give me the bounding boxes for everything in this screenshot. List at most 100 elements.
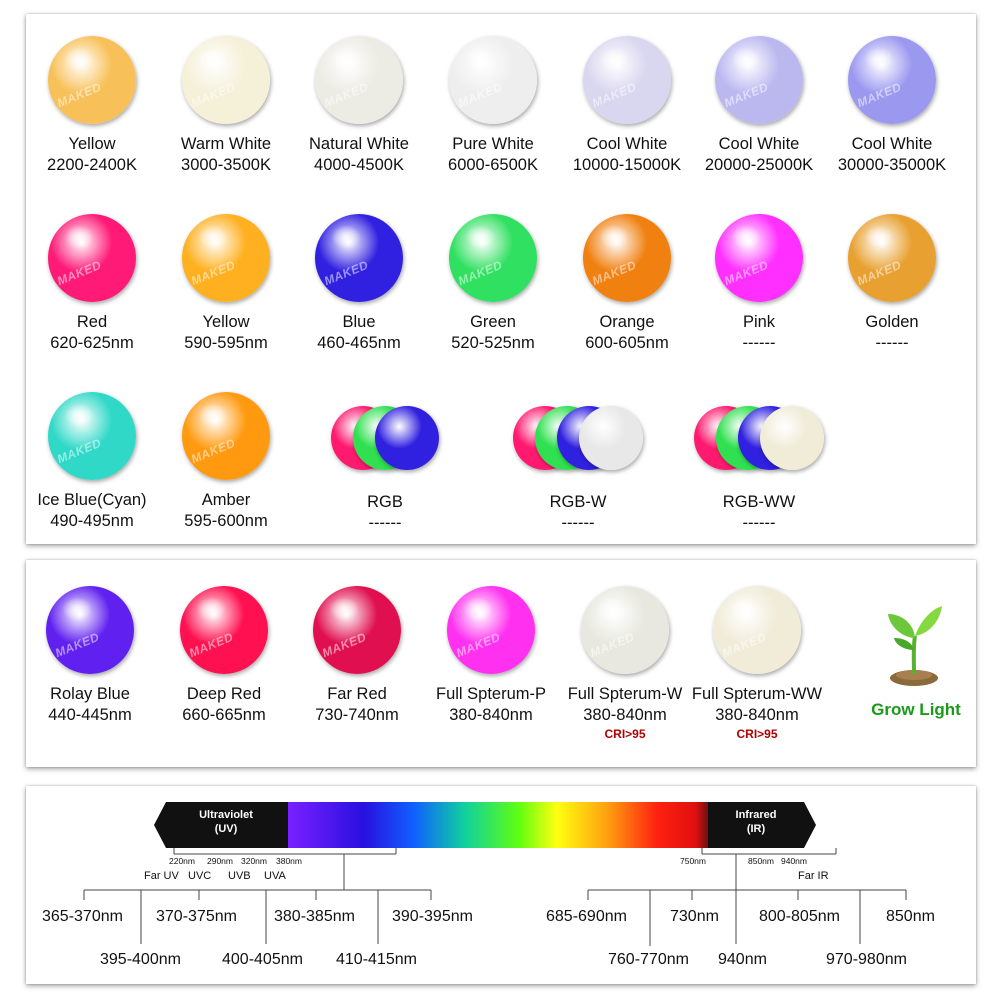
led-name: Full Spterum-P — [435, 685, 547, 703]
led-bulb-icon — [760, 406, 824, 470]
led-item: MAKED Ice Blue(Cyan) 490-495nm — [22, 392, 162, 532]
led-bulb-icon: MAKED — [182, 36, 270, 124]
nm-mark: 320nm — [241, 856, 267, 866]
led-bulb-icon: MAKED — [182, 214, 270, 302]
band-label: Far IR — [798, 870, 829, 882]
led-name: Orange — [599, 313, 655, 331]
led-range: ------ — [875, 334, 909, 352]
led-item: MAKED Yellow 590-595nm — [156, 214, 296, 354]
led-item: MAKED Far Red 730-740nm — [287, 586, 427, 726]
uv-label-line1: Ultraviolet — [199, 809, 253, 821]
led-range: 3000-3500K — [181, 156, 271, 174]
led-name: Rolay Blue — [50, 685, 130, 703]
band-label: UVA — [264, 870, 286, 882]
led-item: RGB-W ------ — [508, 492, 648, 534]
led-name: Cool White — [851, 135, 933, 153]
watermark-logo: MAKED — [722, 79, 771, 111]
watermark-logo: MAKED — [189, 79, 238, 111]
led-bulb-icon: MAKED — [713, 586, 801, 674]
sprout-icon — [888, 606, 942, 686]
ir-label-line2: (IR) — [746, 823, 766, 835]
led-item: MAKED Golden ------ — [822, 214, 962, 354]
led-range: 20000-25000K — [704, 156, 814, 174]
watermark-logo: MAKED — [55, 435, 104, 467]
led-range: 2200-2400K — [47, 156, 137, 174]
watermark-logo: MAKED — [189, 435, 238, 467]
led-range: 6000-6500K — [448, 156, 538, 174]
nm-mark: 850nm — [748, 856, 774, 866]
led-bulb-icon: MAKED — [182, 392, 270, 480]
led-item: MAKED Yellow 2200-2400K — [22, 36, 162, 176]
watermark-logo: MAKED — [590, 257, 639, 289]
led-bulb-icon: MAKED — [48, 36, 136, 124]
watermark-logo: MAKED — [55, 79, 104, 111]
led-range: 30000-35000K — [837, 156, 947, 174]
led-name: Amber — [201, 491, 251, 509]
wavelength-label: 410-415nm — [336, 951, 417, 968]
color-chart-panel: MAKED Yellow 2200-2400K MAKED Warm White 3000… — [26, 14, 976, 544]
led-name: Full Spterum-W — [567, 685, 683, 703]
watermark-logo: MAKED — [456, 79, 505, 111]
led-name: Warm White — [180, 135, 272, 153]
led-name: Deep Red — [186, 685, 262, 703]
wavelength-label: 970-980nm — [826, 951, 907, 968]
led-name: Full Spterum-WW — [691, 685, 823, 703]
uv-arrow — [154, 802, 288, 848]
led-item: MAKED Full Spterum-P 380-840nm — [421, 586, 561, 726]
uv-label: Ultraviolet (UV) — [186, 808, 266, 836]
led-name: Pink — [742, 313, 776, 331]
wavelength-label: 380-385nm — [274, 908, 355, 925]
wavelength-label: 365-370nm — [42, 908, 123, 925]
led-item: MAKED Blue 460-465nm — [289, 214, 429, 354]
led-item: MAKED Natural White 4000-4500K — [289, 36, 429, 176]
led-name: Blue — [342, 313, 376, 331]
led-item: MAKED Cool White 30000-35000K — [822, 36, 962, 176]
spectrum-panel: Ultraviolet (UV) Infrared (IR) 220nm 290… — [26, 786, 976, 984]
led-bulb-icon: MAKED — [449, 214, 537, 302]
watermark-logo: MAKED — [456, 257, 505, 289]
led-range: 380-840nm — [449, 706, 533, 724]
led-name: Natural White — [309, 135, 409, 153]
wavelength-label: 850nm — [886, 908, 935, 925]
watermark-logo: MAKED — [55, 257, 104, 289]
led-bulb-icon: MAKED — [315, 36, 403, 124]
watermark-logo: MAKED — [855, 79, 904, 111]
spectrum-gradient-bar — [288, 802, 708, 848]
ir-label-line1: Infrared — [735, 809, 777, 821]
watermark-logo: MAKED — [189, 257, 238, 289]
led-item: MAKED Cool White 20000-25000K — [689, 36, 829, 176]
led-range: 10000-15000K — [572, 156, 682, 174]
led-name: Ice Blue(Cyan) — [37, 491, 147, 509]
led-range: 520-525nm — [451, 334, 535, 352]
led-bulb-icon: MAKED — [449, 36, 537, 124]
led-item: MAKED Pure White 6000-6500K — [423, 36, 563, 176]
watermark-logo: MAKED — [320, 629, 369, 661]
led-range: ------ — [742, 334, 776, 352]
led-item: MAKED Full Spterum-W 380-840nm CRI>95 — [555, 586, 695, 742]
led-item: MAKED Deep Red 660-665nm — [154, 586, 294, 726]
led-bulb-icon: MAKED — [583, 214, 671, 302]
band-label: Far UV — [144, 870, 179, 882]
wavelength-label: 730nm — [670, 908, 719, 925]
band-label: UVB — [228, 870, 251, 882]
led-bulb-icon: MAKED — [46, 586, 134, 674]
wavelength-label: 685-690nm — [546, 908, 627, 925]
led-name: Cool White — [718, 135, 800, 153]
led-name: Red — [76, 313, 108, 331]
led-group — [694, 406, 834, 476]
led-range: 660-665nm — [182, 706, 266, 724]
watermark-logo: MAKED — [322, 79, 371, 111]
led-group — [513, 406, 653, 476]
led-name: Cool White — [586, 135, 668, 153]
led-range: 4000-4500K — [314, 156, 404, 174]
led-name: Yellow — [202, 313, 250, 331]
watermark-logo: MAKED — [454, 629, 503, 661]
nm-mark: 940nm — [781, 856, 807, 866]
watermark-logo: MAKED — [322, 257, 371, 289]
ir-label: Infrared (IR) — [716, 808, 796, 836]
led-range: ------ — [368, 514, 402, 532]
led-name: RGB-WW — [722, 493, 796, 511]
wavelength-label: 395-400nm — [100, 951, 181, 968]
spectrum-diagram — [83, 802, 907, 946]
watermark-logo: MAKED — [588, 629, 637, 661]
